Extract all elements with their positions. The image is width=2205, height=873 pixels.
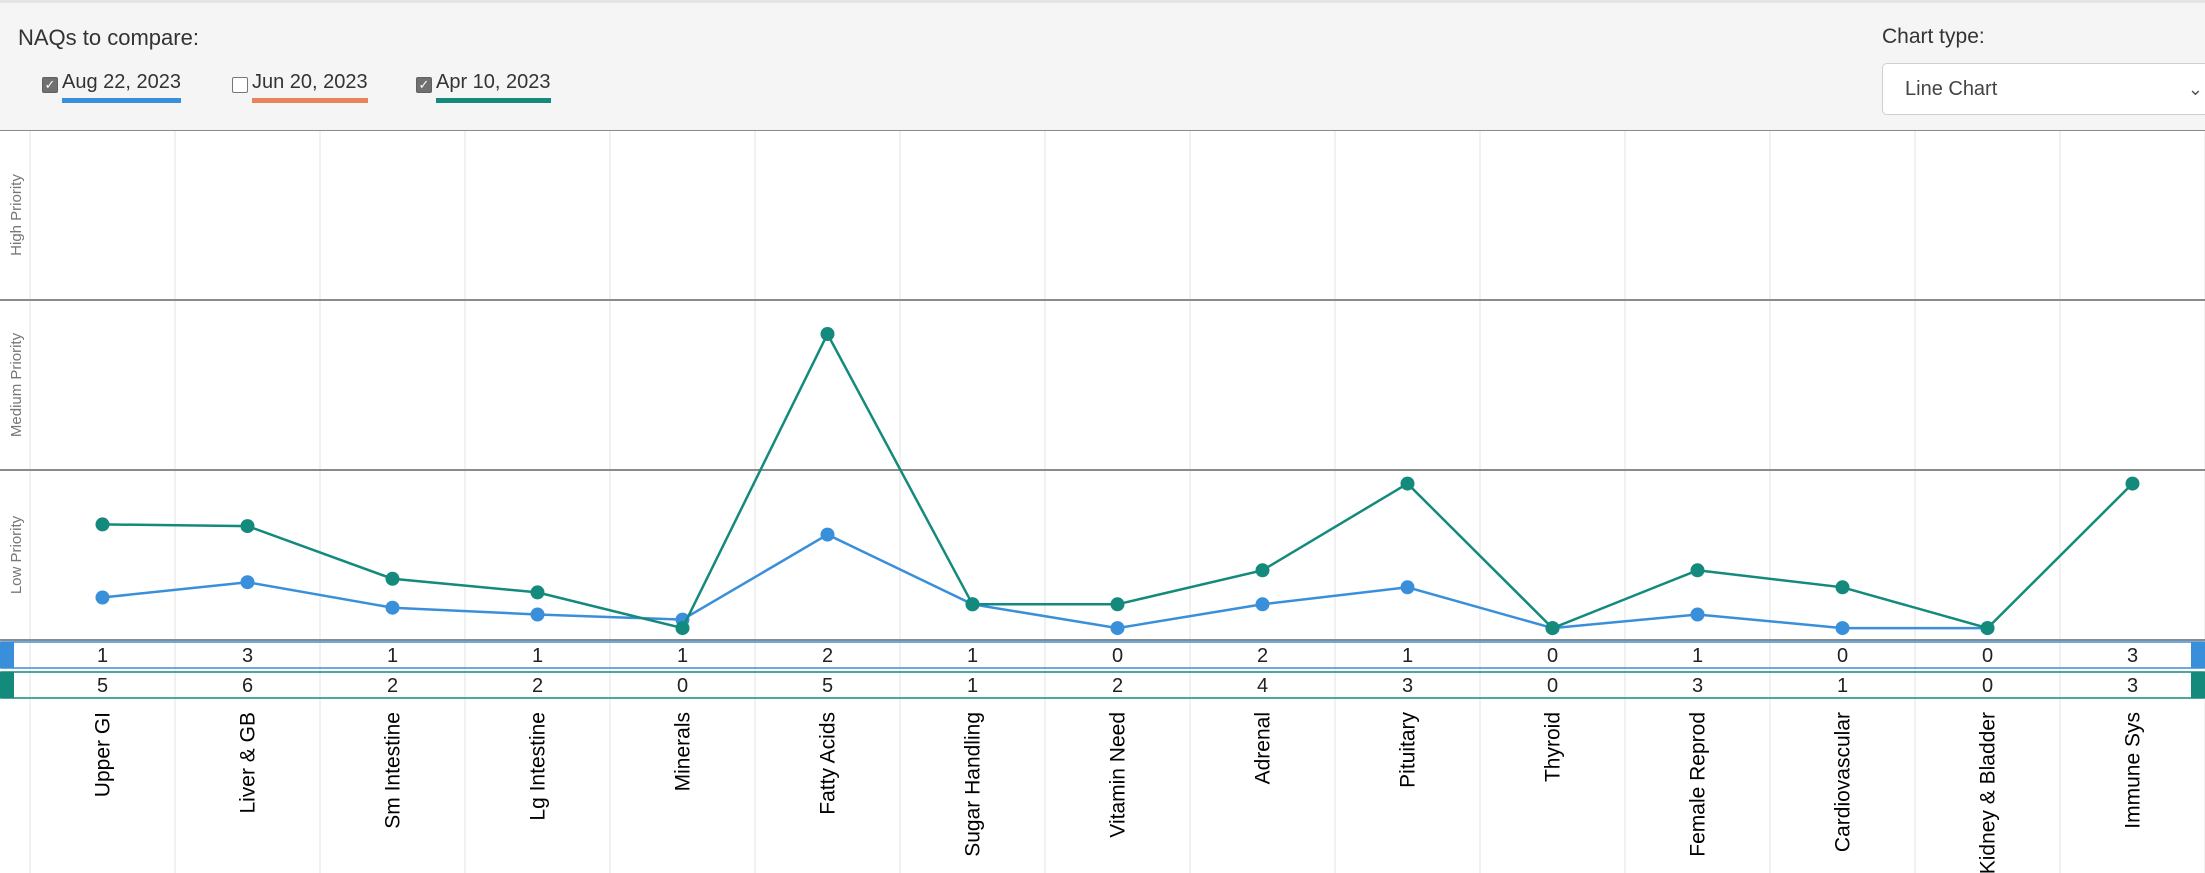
checkbox[interactable]: ✓ [42,77,58,93]
data-point [1545,621,1560,636]
data-point [1980,621,1995,636]
value-cell: 1 [967,645,978,667]
data-point [1835,580,1850,595]
value-cell: 3 [242,645,253,667]
value-cell: 1 [532,645,543,667]
value-cell: 0 [1547,645,1558,667]
value-row [0,641,2205,669]
value-cell: 0 [1837,645,1848,667]
value-cell: 1 [387,645,398,667]
value-cell: 1 [97,645,108,667]
data-point [530,607,545,622]
value-cell: 1 [967,675,978,697]
category-label: Female Reprod [1687,712,1710,857]
data-point [675,621,690,636]
value-cell: 2 [532,675,543,697]
value-cell: 5 [97,675,108,697]
naq-line-chart: High Priority Medium Priority Low Priority… [0,130,2205,873]
naq-date-label[interactable]: Jun 20, 2023 [252,71,368,103]
band-label: Low Priority [8,515,25,594]
value-cell: 0 [1547,675,1558,697]
data-point [385,600,400,615]
data-point [1690,563,1705,578]
value-cell: 0 [1112,645,1123,667]
data-point [240,575,255,590]
value-cell: 3 [2127,675,2138,697]
row-marker [2191,642,2205,668]
category-label: Sugar Handling [962,712,985,857]
value-cell: 2 [1112,675,1123,697]
value-cell: 3 [2127,645,2138,667]
value-cell: 4 [1257,675,1268,697]
value-cell: 0 [1982,675,1993,697]
category-label: Fatty Acids [817,712,840,815]
chart-type-value: Line Chart [1905,78,1998,100]
row-marker [0,672,14,698]
data-point [1255,597,1270,612]
data-point [95,517,110,532]
naq-option-3[interactable]: ✓ Apr 10, 2023 [416,71,551,107]
category-label: Sm Intestine [382,712,405,829]
chart-type-select[interactable]: Line Chart ⌄ [1882,63,2205,115]
value-cell: 2 [387,675,398,697]
band-label: High Priority [8,174,25,256]
category-label: Thyroid [1542,712,1565,782]
data-point [1255,563,1270,578]
value-row [0,671,2205,699]
band-label: Medium Priority [8,332,25,437]
value-cell: 3 [1692,675,1703,697]
series-line [102,533,1988,630]
chevron-down-icon: ⌄ [2187,79,2203,99]
data-point [1835,621,1850,636]
value-cell: 5 [822,675,833,697]
category-label: Pituitary [1397,712,1420,788]
category-label: Lg Intestine [527,712,550,821]
compare-toolbar: NAQs to compare: ✓ Aug 22, 2023 Jun 20, … [0,0,2205,130]
value-cell: 1 [677,645,688,667]
data-point [1110,621,1125,636]
category-label: Liver & GB [237,712,260,814]
data-point [820,527,835,542]
chart-type-label: Chart type: [1882,25,1985,48]
checkbox[interactable] [232,77,248,93]
data-point [1690,607,1705,622]
row-marker [0,642,14,668]
data-point [2125,476,2140,491]
category-label: Kidney & Bladder [1977,712,2000,873]
naq-date-label[interactable]: Aug 22, 2023 [62,71,181,103]
category-label: Minerals [672,712,695,791]
naq-date-label[interactable]: Apr 10, 2023 [436,71,551,103]
value-cell: 0 [1982,645,1993,667]
data-point [95,590,110,605]
category-label: Vitamin Need [1107,712,1130,838]
category-label: Cardiovascular [1832,712,1855,852]
data-point [240,519,255,534]
value-cell: 2 [1257,645,1268,667]
value-cell: 2 [822,645,833,667]
value-cell: 0 [677,675,688,697]
value-cell: 1 [1692,645,1703,667]
data-point [820,327,835,341]
value-cell: 6 [242,675,253,697]
category-label: Adrenal [1252,712,1275,784]
value-cell: 1 [1402,645,1413,667]
row-marker [2191,672,2205,698]
category-label: Immune Sys [2122,712,2145,829]
value-cell: 1 [1837,675,1848,697]
data-point [965,597,980,612]
naq-option-1[interactable]: ✓ Aug 22, 2023 [42,71,181,107]
naq-option-2[interactable]: Jun 20, 2023 [232,71,368,107]
checkbox[interactable]: ✓ [416,77,432,93]
naq-compare-title: NAQs to compare: [18,25,199,50]
category-label: Upper GI [92,712,115,797]
series-line [102,331,2134,630]
data-point [1400,580,1415,595]
data-point [530,585,545,600]
value-cell: 3 [1402,675,1413,697]
data-point [1110,597,1125,612]
data-point [385,571,400,586]
data-point [1400,476,1415,491]
